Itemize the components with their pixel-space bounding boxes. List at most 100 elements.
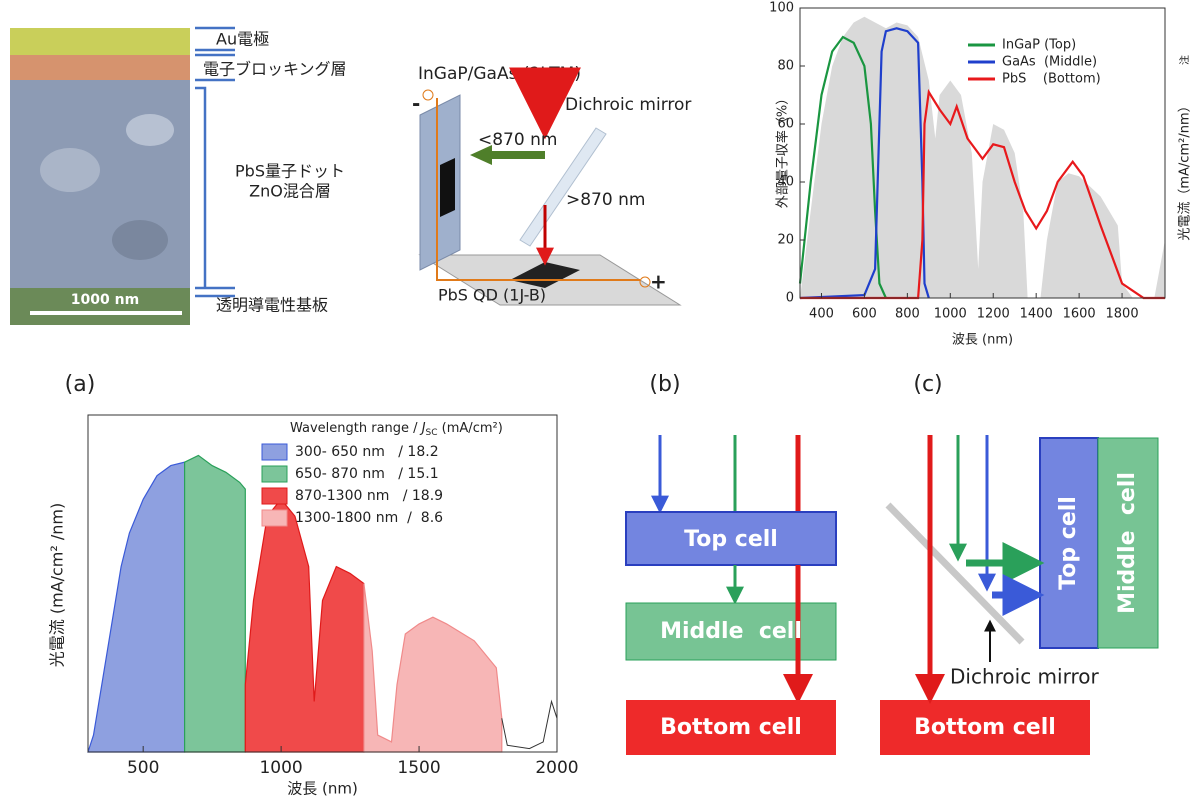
cell-label: Top cell <box>684 527 778 552</box>
panel-c: (c) Dichroic mirror Top cell Middle cell… <box>880 372 1159 755</box>
cell-label: Bottom cell <box>914 715 1056 740</box>
legend-label: 650- 870 nm / 15.1 <box>295 466 439 482</box>
spectrum-area <box>184 454 246 753</box>
note: 注 <box>1178 55 1191 65</box>
pbs-layer <box>10 80 190 288</box>
short-label: <870 nm <box>478 130 557 150</box>
bottom-label: PbS QD (1J-B) <box>438 286 546 305</box>
legend-label: GaAs (Middle) <box>1002 55 1097 70</box>
x-tick-label: 1400 <box>1020 307 1053 322</box>
middle-cell <box>625 602 837 661</box>
bottom-cell <box>880 700 1090 755</box>
x-tick-label: 800 <box>895 307 920 322</box>
eqe-chart: InGaP (Top) GaAs (Middle) PbS (Bottom) 0 20 4… <box>769 1 1192 348</box>
layer-label: Au電極 <box>216 30 269 49</box>
layer-label: 電子ブロッキング層 <box>203 60 347 79</box>
x-tick-label: 1000 <box>259 758 302 778</box>
legend-title-part: Wavelength range / <box>290 421 422 436</box>
cell-chip <box>440 158 455 217</box>
blocking-layer <box>10 55 190 80</box>
legend-title-part: J <box>419 421 426 436</box>
cell-label: Top cell <box>1056 496 1081 590</box>
legend-title: Wavelength range / JSC (mA/cm²) <box>290 421 503 438</box>
scale-label: 1000 nm <box>71 292 139 308</box>
x-tick-label: 1600 <box>1063 307 1096 322</box>
grain <box>40 148 100 192</box>
y2-axis-label: 光電流（mA/cm²/nm） <box>1178 99 1193 240</box>
legend-label: PbS (Bottom) <box>1002 72 1101 87</box>
terminal <box>639 276 651 288</box>
top-cell <box>1039 437 1099 649</box>
arrow-head <box>470 145 492 165</box>
bottom-cell <box>626 700 836 755</box>
mirror-label: Dichroic mirror <box>565 95 691 115</box>
cell-label: Bottom cell <box>660 715 802 740</box>
shaded-area <box>800 16 1165 298</box>
bracket <box>195 26 235 298</box>
panel-label: (a) <box>65 372 96 397</box>
legend-label: 870-1300 nm / 18.9 <box>295 488 443 504</box>
x-tick-label: 1500 <box>397 758 440 778</box>
layer-label: 透明導電性基板 <box>216 296 328 315</box>
legend-title-part: (mA/cm²) <box>438 421 503 436</box>
x-tick-label: 500 <box>127 758 159 778</box>
x-axis-label: 波長 (nm) <box>952 333 1013 348</box>
panel-label: (c) <box>913 372 942 397</box>
y-axis-label: 光電流 (mA/cm² /nm) <box>48 503 67 668</box>
x-axis-label: 波長 (nm) <box>287 780 358 798</box>
legend-label: 300- 650 nm / 18.2 <box>295 444 439 460</box>
x-tick-label: 400 <box>809 307 834 322</box>
mirror <box>519 127 607 247</box>
cell-label: Middle cell <box>1115 472 1140 614</box>
y-tick-label: 40 <box>777 175 794 190</box>
legend-swatch <box>261 465 288 483</box>
wire <box>436 98 640 281</box>
setup-diagram: InGaP/GaAs (2J-TM) - + Dichroic mirror <… <box>412 64 691 306</box>
grain <box>126 114 174 146</box>
legend-label: InGaP (Top) <box>1002 38 1076 53</box>
minus-label: - <box>412 92 420 116</box>
plot-frame <box>799 7 1166 299</box>
x-tick-label: 1200 <box>977 307 1010 322</box>
y-tick-label: 60 <box>777 117 794 132</box>
y-tick-label: 100 <box>769 1 794 16</box>
baseline-line <box>501 699 558 750</box>
top-cell <box>625 511 837 566</box>
plus-label: + <box>650 270 667 294</box>
mirror <box>885 502 1025 645</box>
legend-label: 1300-1800 nm / 8.6 <box>295 510 443 526</box>
layer-label: ZnO混合層 <box>249 182 331 201</box>
spectrum-area <box>87 461 186 753</box>
legend-swatch <box>261 443 288 461</box>
cell-label: Middle cell <box>660 619 802 644</box>
y-tick-label: 20 <box>777 233 794 248</box>
cell-chip <box>510 262 580 288</box>
spectrum-area <box>363 583 503 753</box>
spectrum-area <box>244 498 365 753</box>
diagram-title: InGaP/GaAs (2J-TM) <box>418 64 581 84</box>
spectrum-chart: (a) 300- 650 nm / 18.2 650- 870 nm / 15.1 8… <box>48 372 558 798</box>
grain <box>112 220 168 260</box>
terminal <box>422 89 434 101</box>
substrate-layer <box>10 288 190 325</box>
middle-cell <box>1097 437 1159 649</box>
layer-label: PbS量子ドット <box>235 162 345 181</box>
x-tick-label: 600 <box>852 307 877 322</box>
legend-swatch <box>261 509 288 527</box>
panel-b: (b) Top cell Middle cell Bottom cell <box>625 372 837 755</box>
sem-panel: 1000 nm Au電極 電子ブロッキング層 PbS量子ドット ZnO混合層 透… <box>10 26 347 325</box>
x-tick-label: 1000 <box>934 307 967 322</box>
plot-frame <box>87 414 558 753</box>
y-axis-label: 外部量子収率（%） <box>776 92 791 208</box>
legend-title-part: SC <box>426 428 438 438</box>
au-layer <box>10 28 190 55</box>
x-tick-label: 2000 <box>535 758 578 778</box>
mirror-label: Dichroic mirror <box>950 665 1099 689</box>
eqe-line <box>800 88 1165 300</box>
x-tick-label: 1800 <box>1106 307 1139 322</box>
y-tick-label: 80 <box>777 59 794 74</box>
panel-label: (b) <box>649 372 680 397</box>
y-tick-label: 0 <box>786 291 794 306</box>
long-label: >870 nm <box>566 190 645 210</box>
